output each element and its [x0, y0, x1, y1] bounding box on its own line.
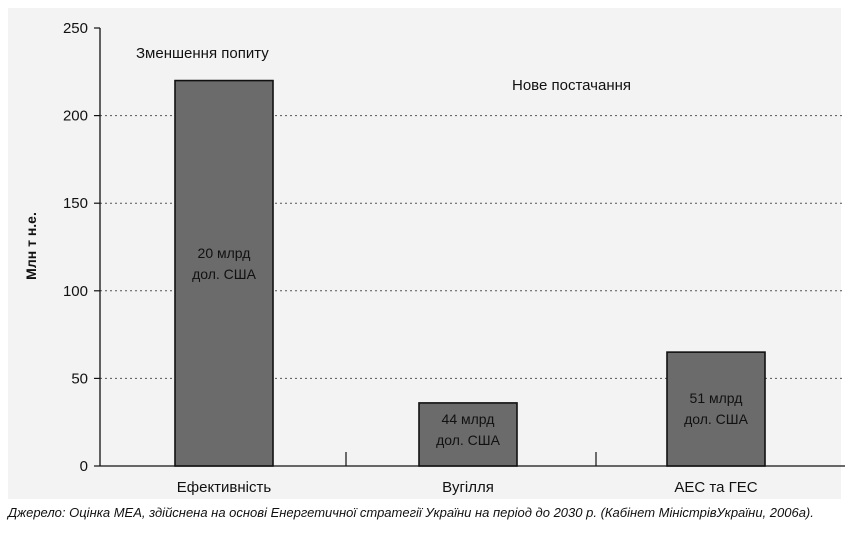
y-tick-label-100: 100 [63, 283, 88, 300]
y-axis-title: Млн т н.е. [23, 212, 39, 280]
annotation-demand-reduction: Зменшення попиту [136, 45, 269, 62]
bar-2 [666, 351, 766, 467]
bar-label-2-line-0: 51 млрд [690, 390, 743, 406]
y-tick-label-250: 250 [63, 20, 88, 37]
labels: 0 50 100 150 200 250 Млн т н.е. 20 млрд дол. США… [23, 20, 758, 496]
x-tick-label-2: АЕС та ГЕС [674, 479, 757, 496]
bar-label-0-line-0: 20 млрд [198, 245, 251, 261]
y-tick-label-50: 50 [71, 370, 88, 387]
bar-label-0-line-1: дол. США [192, 266, 257, 282]
x-tick-label-1: Вугілля [442, 479, 494, 496]
x-tick-label-0: Ефективність [177, 479, 272, 496]
y-tick-label-200: 200 [63, 108, 88, 125]
y-tick-label-0: 0 [80, 458, 88, 475]
bar-1 [418, 402, 518, 467]
bar-label-1-line-1: дол. США [436, 432, 501, 448]
source-note: Джерело: Оцінка МЕА, здійснена на основі… [8, 505, 814, 520]
bars [174, 79, 766, 467]
bar-label-1-line-0: 44 млрд [442, 411, 495, 427]
bar-0 [174, 79, 274, 467]
y-tick-label-150: 150 [63, 195, 88, 212]
bar-label-2-line-1: дол. США [684, 411, 749, 427]
annotation-new-supply: Нове постачання [512, 77, 631, 94]
